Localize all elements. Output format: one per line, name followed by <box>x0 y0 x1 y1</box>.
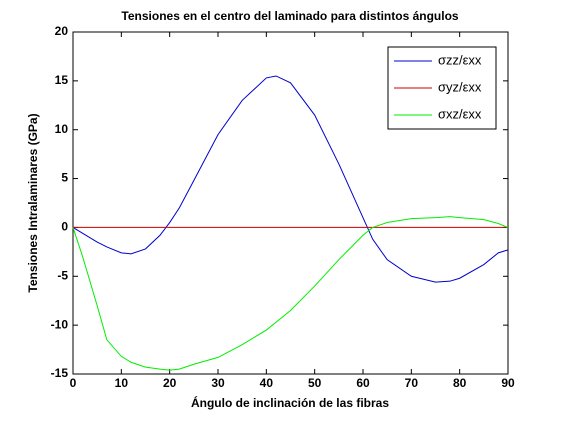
x-tick-label: 30 <box>211 376 225 390</box>
legend-label: σxz/εxx <box>438 106 482 121</box>
y-tick-label: 0 <box>61 220 68 234</box>
legend-label: σyz/εxx <box>438 79 482 94</box>
x-tick-label: 90 <box>501 376 515 390</box>
x-tick-label: 10 <box>115 376 129 390</box>
x-tick-label: 50 <box>308 376 322 390</box>
y-tick-label: 5 <box>61 171 68 185</box>
series-line <box>72 216 509 371</box>
y-tick-label: 20 <box>55 24 69 38</box>
x-tick-label: 60 <box>356 376 370 390</box>
x-axis-label: Ángulo de inclinación de las fibras <box>191 395 389 410</box>
y-axis-label: Tensiones Intralaminares (GPa) <box>26 113 40 292</box>
x-tick-label: 80 <box>453 376 467 390</box>
x-tick-label: 20 <box>163 376 177 390</box>
y-tick-label: -15 <box>51 366 69 380</box>
y-tick-label: 15 <box>55 73 69 87</box>
y-tick-label: 10 <box>55 122 69 136</box>
x-tick-label: 70 <box>405 376 419 390</box>
legend-label: σzz/εxx <box>438 52 482 67</box>
y-tick-label: -10 <box>51 317 69 331</box>
series-line <box>72 75 509 283</box>
x-tick-label: 40 <box>260 376 274 390</box>
y-tick-label: -5 <box>57 268 68 282</box>
chart-title: Tensiones en el centro del laminado para… <box>121 9 459 23</box>
x-tick-label: 0 <box>70 376 77 390</box>
